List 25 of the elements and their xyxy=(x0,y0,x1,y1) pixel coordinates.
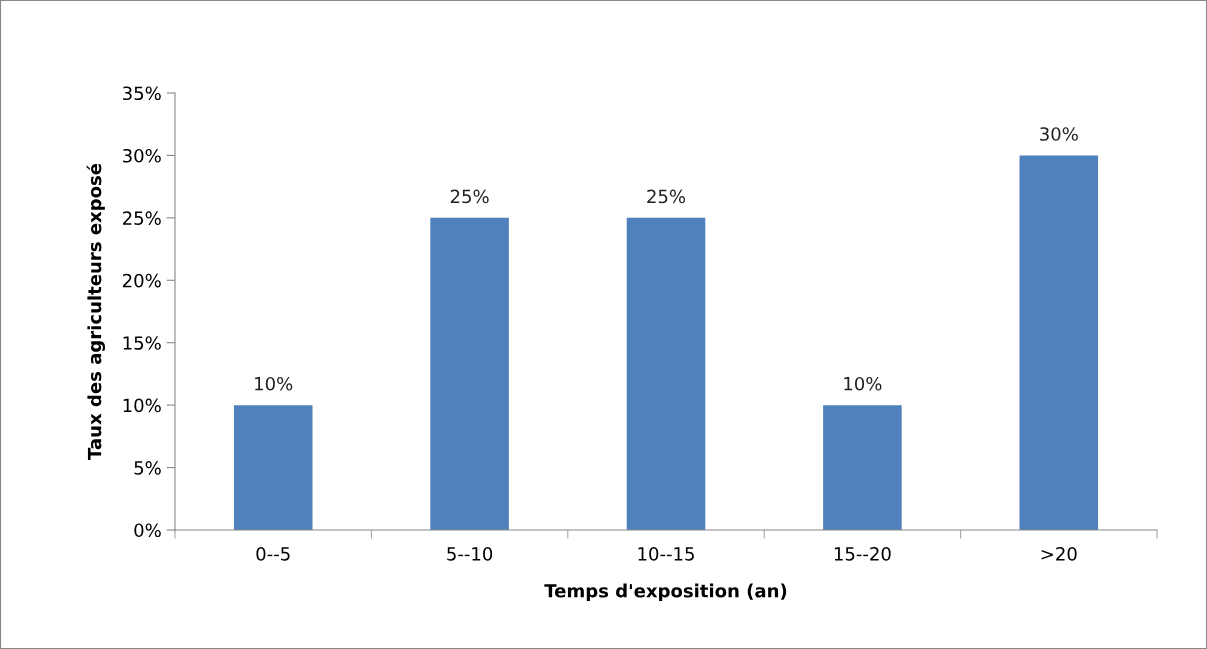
y-tick-label: 25% xyxy=(123,211,161,225)
x-tick-label: 0--5 xyxy=(256,546,290,561)
x-tick-label: 5--10 xyxy=(447,546,493,561)
y-tick-label: 20% xyxy=(123,273,161,288)
data-label: 10% xyxy=(255,376,293,391)
bar xyxy=(823,405,902,530)
y-tick-label: 15% xyxy=(123,336,161,350)
y-tick-label: 5% xyxy=(134,461,161,475)
y-tick-label: 10% xyxy=(123,398,161,413)
bar xyxy=(430,217,509,530)
x-tick-label: 10--15 xyxy=(638,546,694,561)
y-tick-label: 30% xyxy=(123,148,161,163)
bar xyxy=(1019,155,1099,530)
data-label: 10% xyxy=(844,376,882,391)
y-axis-title: Taux des agriculteurs exposé xyxy=(86,163,106,460)
data-label: 30% xyxy=(1040,127,1078,141)
x-tick-label: >20 xyxy=(1041,546,1077,561)
bar xyxy=(233,405,313,530)
y-tick-label: 0% xyxy=(134,523,161,538)
data-label: 25% xyxy=(450,189,489,204)
data-label: 25% xyxy=(647,189,686,204)
x-tick-label: 15--20 xyxy=(834,546,891,561)
y-tick-label: 35% xyxy=(123,86,161,101)
bar xyxy=(626,217,706,530)
x-axis-title: Temps d'exposition (an) xyxy=(544,583,787,602)
